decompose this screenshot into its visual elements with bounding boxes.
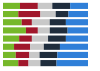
bar-segment xyxy=(32,36,48,42)
bar-segment xyxy=(66,36,88,42)
bar-segment xyxy=(57,52,88,58)
bar-segment xyxy=(68,11,88,17)
bar-segment xyxy=(26,27,38,33)
bar-segment xyxy=(3,27,26,33)
bar-segment xyxy=(14,44,30,50)
bar-segment xyxy=(57,60,88,66)
bar-segment xyxy=(3,19,22,25)
bar-segment xyxy=(16,52,30,58)
bars xyxy=(3,3,88,66)
bar-segment xyxy=(40,60,56,66)
bar-segment xyxy=(18,11,40,17)
bar-segment xyxy=(50,19,66,25)
bar-segment xyxy=(40,11,55,17)
bar-segment xyxy=(3,60,18,66)
bar-segment xyxy=(50,27,68,33)
bar-segment xyxy=(48,36,66,42)
bar-segment xyxy=(32,19,50,25)
bar-segment xyxy=(3,3,20,9)
bar-segment xyxy=(38,27,50,33)
bar-segment xyxy=(60,44,88,50)
bar-segment xyxy=(3,11,18,17)
plot-area xyxy=(3,3,88,66)
bar-segment xyxy=(3,52,16,58)
chart xyxy=(0,0,100,71)
bar-segment xyxy=(66,19,88,25)
bar-segment xyxy=(29,52,39,58)
bar-segment xyxy=(20,3,38,9)
bar-segment xyxy=(19,36,32,42)
bar-segment xyxy=(3,44,14,50)
bar-segment xyxy=(22,19,32,25)
bar-segment xyxy=(52,3,70,9)
bar-segment xyxy=(70,3,88,9)
bar-segment xyxy=(68,27,88,33)
bar-segment xyxy=(38,3,52,9)
bar-segment xyxy=(30,44,44,50)
bar-segment xyxy=(44,44,60,50)
bar-segment xyxy=(18,60,28,66)
bar-segment xyxy=(40,52,58,58)
bar-segment xyxy=(3,36,19,42)
bar-segment xyxy=(56,11,69,17)
bar-segment xyxy=(29,60,41,66)
